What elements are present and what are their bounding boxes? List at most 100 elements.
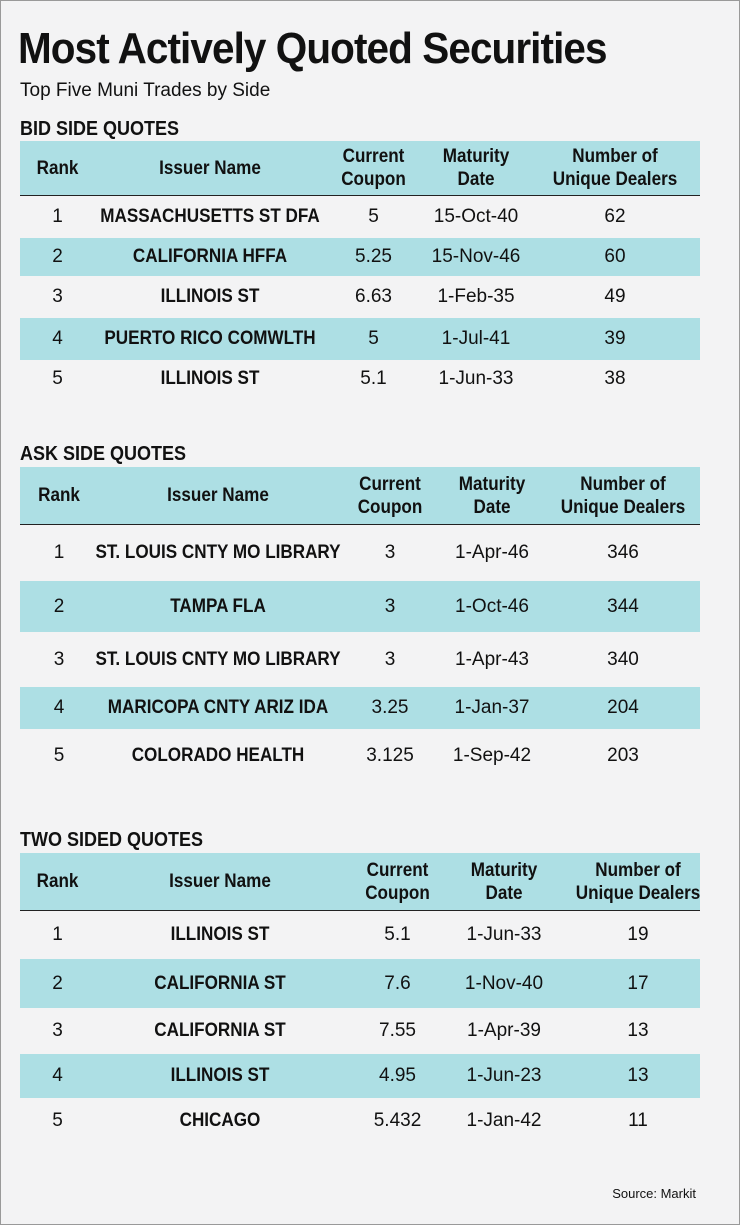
table-row: 5 CHICAGO 5.432 1-Jan-42 11 (20, 1098, 700, 1143)
issuer-cell: ILLINOIS ST (170, 1065, 270, 1086)
table-header: Rank Issuer Name Current Coupon Maturity Date… (20, 467, 700, 525)
issuer-cell: ILLINOIS ST (160, 368, 260, 389)
rank-cell: 2 (53, 595, 65, 617)
coupon-header: Current Coupon (341, 146, 406, 190)
maturity-cell: 15-Oct-40 (433, 206, 519, 227)
section-label: ASK SIDE QUOTES (20, 443, 187, 465)
issuer-cell: CALIFORNIA ST (154, 1020, 286, 1041)
dealers-cell: 203 (607, 745, 639, 766)
issuer-cell: TAMPA FLA (170, 595, 266, 617)
section-label: TWO SIDED QUOTES (20, 829, 204, 851)
rank-cell: 3 (52, 1020, 63, 1041)
dealers-cell: 346 (607, 542, 639, 563)
table-row: 3 ILLINOIS ST 6.63 1-Feb-35 49 (20, 276, 700, 318)
dealers-cell: 204 (607, 697, 639, 718)
coupon-cell: 3 (384, 595, 396, 617)
dealers-cell: 13 (627, 1020, 649, 1041)
rank-cell: 1 (52, 924, 63, 945)
dealers-header: Number of Unique Dealers (575, 859, 701, 904)
maturity-cell: 1-Feb-35 (437, 286, 515, 307)
maturity-cell: 1-Jan-37 (454, 697, 530, 718)
dealers-cell: 38 (604, 368, 626, 389)
quotes-table: Rank Issuer Name Current Coupon Maturity Date… (20, 853, 700, 1143)
issuer-cell: CHICAGO (179, 1109, 261, 1131)
maturity-header: Maturity Date (442, 146, 510, 190)
dealers-cell: 19 (627, 924, 649, 945)
rank-cell: 4 (52, 328, 63, 349)
maturity-header: Maturity Date (458, 473, 526, 518)
rank-cell: 4 (53, 697, 65, 718)
coupon-cell: 3.25 (371, 697, 409, 718)
issuer-cell: MARICOPA CNTY ARIZ IDA (107, 697, 329, 718)
coupon-cell: 5.1 (384, 924, 411, 945)
table-header: Rank Issuer Name Current Coupon Maturity Date… (20, 853, 700, 911)
coupon-header: Current Coupon (365, 859, 430, 904)
coupon-cell: 4.95 (379, 1065, 416, 1086)
coupon-cell: 5 (368, 206, 379, 227)
coupon-cell: 3 (384, 542, 396, 563)
dealers-cell: 62 (604, 206, 626, 227)
rank-cell: 5 (53, 745, 65, 766)
table-row: 1 MASSACHUSETTS ST DFA 5 15-Oct-40 62 (20, 196, 700, 238)
maturity-cell: 1-Apr-39 (467, 1020, 541, 1041)
rank-cell: 1 (53, 542, 65, 563)
page-title: Most Actively Quoted Securities (18, 24, 608, 73)
issuer-cell: CALIFORNIA ST (154, 972, 286, 994)
issuer-cell: ST. LOUIS CNTY MO LIBRARY (95, 648, 341, 670)
table-row: 4 PUERTO RICO COMWLTH 5 1-Jul-41 39 (20, 318, 700, 360)
maturity-header: Maturity Date (470, 859, 538, 904)
rank-cell: 3 (52, 286, 63, 307)
coupon-header: Current Coupon (357, 473, 423, 518)
maturity-cell: 1-Jan-42 (466, 1109, 542, 1131)
issuer-cell: PUERTO RICO COMWLTH (104, 328, 316, 349)
dealers-cell: 49 (604, 286, 626, 307)
rank-cell: 2 (52, 972, 63, 994)
issuer-cell: COLORADO HEALTH (131, 745, 305, 766)
issuer-cell: CALIFORNIA HFFA (132, 246, 288, 267)
table-header: Rank Issuer Name Current Coupon Maturity Date… (20, 141, 700, 196)
table-row: 2 CALIFORNIA HFFA 5.25 15-Nov-46 60 (20, 238, 700, 276)
maturity-cell: 1-Apr-46 (455, 542, 529, 563)
dealers-cell: 60 (604, 246, 626, 267)
dealers-cell: 17 (627, 972, 649, 994)
rank-header: Rank (38, 485, 80, 506)
issuer-header: Issuer Name (159, 157, 261, 179)
maturity-cell: 1-Jul-41 (441, 328, 511, 349)
coupon-cell: 5.1 (360, 368, 387, 389)
rank-cell: 5 (52, 1109, 63, 1131)
table-row: 1 ILLINOIS ST 5.1 1-Jun-33 19 (20, 911, 700, 959)
maturity-cell: 1-Apr-43 (455, 648, 529, 670)
maturity-cell: 1-Jun-33 (438, 368, 514, 389)
table-row: 5 ILLINOIS ST 5.1 1-Jun-33 38 (20, 360, 700, 398)
issuer-cell: MASSACHUSETTS ST DFA (100, 206, 320, 227)
maturity-cell: 15-Nov-46 (431, 246, 521, 267)
dealers-cell: 340 (607, 648, 639, 670)
coupon-cell: 5.432 (373, 1109, 422, 1131)
table-row: 3 ST. LOUIS CNTY MO LIBRARY 3 1-Apr-43 340 (20, 632, 700, 687)
rank-cell: 2 (52, 246, 63, 267)
dealers-cell: 11 (628, 1109, 648, 1131)
maturity-cell: 1-Oct-46 (455, 595, 529, 617)
issuer-header: Issuer Name (169, 871, 271, 892)
rank-cell: 3 (53, 648, 65, 670)
source-note: Source: Markit (612, 1186, 696, 1201)
dealers-cell: 39 (604, 328, 626, 349)
table-row: 2 TAMPA FLA 3 1-Oct-46 344 (20, 581, 700, 632)
rank-cell: 5 (52, 368, 63, 389)
dealers-cell: 344 (607, 595, 639, 617)
coupon-cell: 3 (384, 648, 396, 670)
rank-header: Rank (36, 871, 79, 892)
table-row: 3 CALIFORNIA ST 7.55 1-Apr-39 13 (20, 1008, 700, 1054)
dealers-cell: 13 (627, 1065, 649, 1086)
coupon-cell: 5.25 (355, 246, 392, 267)
coupon-cell: 3.125 (366, 745, 414, 766)
coupon-cell: 6.63 (355, 286, 392, 307)
dealers-header: Number of Unique Dealers (552, 146, 678, 190)
table-row: 1 ST. LOUIS CNTY MO LIBRARY 3 1-Apr-46 346 (20, 525, 700, 581)
issuer-cell: ILLINOIS ST (160, 286, 260, 307)
coupon-cell: 5 (368, 328, 379, 349)
rank-cell: 1 (52, 206, 63, 227)
section-label: BID SIDE QUOTES (20, 118, 180, 140)
maturity-cell: 1-Jun-33 (466, 924, 542, 945)
issuer-cell: ILLINOIS ST (170, 924, 270, 945)
